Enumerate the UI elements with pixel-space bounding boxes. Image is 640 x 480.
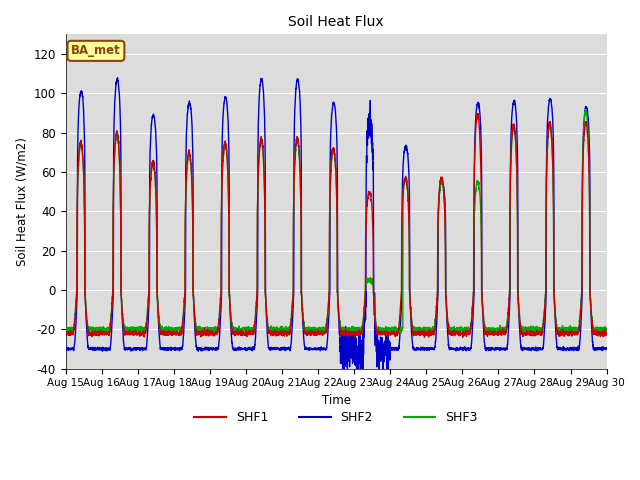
Legend: SHF1, SHF2, SHF3: SHF1, SHF2, SHF3 bbox=[189, 406, 483, 429]
Y-axis label: Soil Heat Flux (W/m2): Soil Heat Flux (W/m2) bbox=[15, 137, 28, 266]
Line: SHF1: SHF1 bbox=[66, 113, 607, 337]
SHF1 bbox=[603, 331, 611, 336]
SHF1 bbox=[316, 329, 324, 335]
SHF2 bbox=[114, 75, 122, 81]
Title: Soil Heat Flux: Soil Heat Flux bbox=[289, 15, 384, 29]
SHF1 bbox=[474, 110, 482, 116]
SHF2 bbox=[316, 345, 324, 351]
SHF3 bbox=[62, 324, 70, 330]
Text: BA_met: BA_met bbox=[71, 44, 121, 57]
SHF2 bbox=[428, 346, 435, 351]
X-axis label: Time: Time bbox=[322, 394, 351, 407]
SHF3 bbox=[283, 330, 291, 336]
SHF3 bbox=[316, 325, 324, 331]
SHF2 bbox=[353, 375, 361, 381]
SHF3 bbox=[428, 326, 435, 332]
SHF3 bbox=[582, 107, 589, 112]
SHF1 bbox=[488, 330, 496, 336]
SHF1 bbox=[159, 330, 166, 336]
Line: SHF3: SHF3 bbox=[66, 109, 607, 333]
SHF2 bbox=[62, 346, 70, 352]
SHF1 bbox=[428, 330, 435, 336]
SHF1 bbox=[602, 330, 610, 336]
SHF3 bbox=[602, 326, 610, 332]
SHF3 bbox=[488, 326, 496, 332]
SHF2 bbox=[159, 346, 167, 351]
SHF2 bbox=[602, 346, 610, 351]
SHF1 bbox=[458, 331, 465, 336]
SHF2 bbox=[603, 345, 611, 351]
SHF1 bbox=[62, 329, 70, 335]
SHF2 bbox=[458, 346, 465, 351]
SHF2 bbox=[488, 347, 496, 352]
SHF1 bbox=[459, 335, 467, 340]
SHF3 bbox=[458, 326, 465, 332]
SHF3 bbox=[603, 326, 611, 332]
SHF3 bbox=[159, 328, 166, 334]
Line: SHF2: SHF2 bbox=[66, 78, 607, 378]
